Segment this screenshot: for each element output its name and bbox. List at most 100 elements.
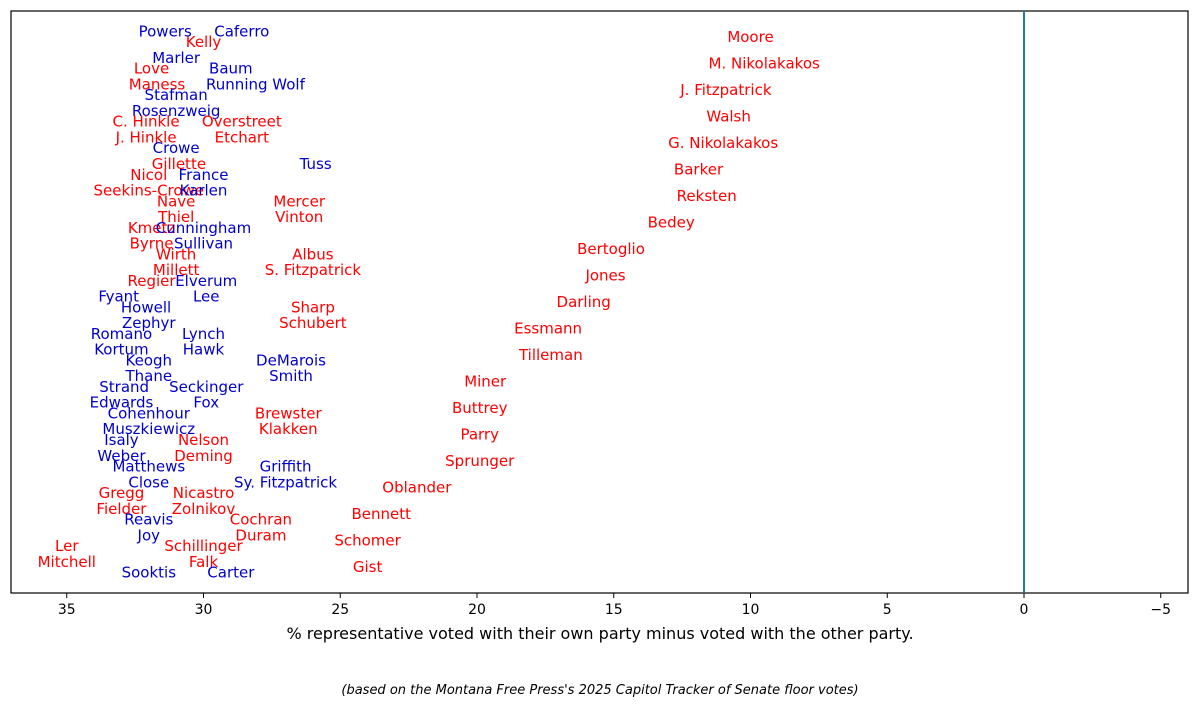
point-label-gregg: Gregg <box>99 484 145 502</box>
point-label-regier: Regier <box>128 272 177 290</box>
point-label-carter: Carter <box>207 563 255 581</box>
point-label-parry: Parry <box>460 426 499 444</box>
point-label-moore: Moore <box>727 28 773 46</box>
point-label-cunningham: Cunningham <box>156 219 252 237</box>
point-label-fielder: Fielder <box>96 500 147 518</box>
point-label-nicol: Nicol <box>130 166 167 184</box>
point-label-sy-fitzpatrick: Sy. Fitzpatrick <box>234 473 337 491</box>
point-label-zephyr: Zephyr <box>122 314 176 332</box>
x-tick-label: 15 <box>605 602 623 618</box>
point-label-running-wolf: Running Wolf <box>206 76 306 94</box>
point-label-seekins-crowe: Seekins-Crowe <box>94 182 205 200</box>
point-label-demarois: DeMarois <box>256 351 326 369</box>
point-label-love: Love <box>134 60 169 78</box>
point-label-wirth: Wirth <box>156 245 196 263</box>
x-tick-label: 25 <box>331 602 349 618</box>
point-label-nelson: Nelson <box>178 431 229 449</box>
point-label-kortum: Kortum <box>94 341 148 359</box>
point-label-mercer: Mercer <box>273 192 325 210</box>
x-tick-label: 0 <box>1020 602 1029 618</box>
point-label-nave: Nave <box>157 192 196 210</box>
point-label-etchart: Etchart <box>215 129 269 147</box>
point-label-griffith: Griffith <box>260 457 312 475</box>
point-label-essmann: Essmann <box>514 320 582 338</box>
point-label-isaly: Isaly <box>104 431 139 449</box>
point-label-seckinger: Seckinger <box>169 378 244 396</box>
point-label-m-nikolakakos: M. Nikolakakos <box>709 54 820 72</box>
plot-frame <box>10 10 1189 594</box>
x-axis-ticks: 35 30 25 20 15 10 5 0 −5 <box>58 593 1171 618</box>
point-label-bedey: Bedey <box>648 213 695 231</box>
point-label-walsh: Walsh <box>706 107 751 125</box>
point-label-hawk: Hawk <box>183 341 225 359</box>
point-label-tuss: Tuss <box>299 155 332 173</box>
point-label-vinton: Vinton <box>275 208 323 226</box>
point-label-rosenzweig: Rosenzweig <box>132 102 221 120</box>
point-label-reavis: Reavis <box>124 510 173 528</box>
point-label-ler: Ler <box>55 537 79 555</box>
point-label-strand: Strand <box>99 378 149 396</box>
point-label-gillette: Gillette <box>152 155 206 173</box>
point-label-schillinger: Schillinger <box>164 537 243 555</box>
point-label-nicastro: Nicastro <box>173 484 235 502</box>
point-label-j-fitzpatrick: J. Fitzpatrick <box>679 81 772 99</box>
point-label-muszkiewicz: Muszkiewicz <box>102 420 195 438</box>
point-label-schubert: Schubert <box>279 314 347 332</box>
point-label-elverum: Elverum <box>175 272 237 290</box>
point-label-deming: Deming <box>174 447 233 465</box>
point-label-sharp: Sharp <box>291 298 335 316</box>
point-label-crowe: Crowe <box>153 139 200 157</box>
point-label-fox: Fox <box>193 394 219 412</box>
point-label-close: Close <box>128 473 169 491</box>
point-label-lee: Lee <box>193 288 220 306</box>
point-label-joy: Joy <box>137 526 161 544</box>
point-label-weber: Weber <box>97 447 146 465</box>
point-label-jones: Jones <box>584 266 625 284</box>
point-label-keogh: Keogh <box>126 351 173 369</box>
point-label-klakken: Klakken <box>259 420 318 438</box>
point-label-barker: Barker <box>674 160 724 178</box>
point-label-caferro: Caferro <box>214 23 269 41</box>
point-label-karlen: Karlen <box>180 182 228 200</box>
point-label-cochran: Cochran <box>230 510 292 528</box>
point-label-howell: Howell <box>121 298 171 316</box>
point-label-duram: Duram <box>235 526 286 544</box>
point-label-edwards: Edwards <box>90 394 154 412</box>
point-label-oblander: Oblander <box>382 479 452 497</box>
point-label-overstreet: Overstreet <box>202 113 282 131</box>
point-label-cohenhour: Cohenhour <box>108 404 191 422</box>
point-label-g-nikolakakos: G. Nikolakakos <box>668 134 778 152</box>
point-label-kmetz: Kmetz <box>128 219 176 237</box>
x-axis-title: % representative voted with their own pa… <box>286 624 913 643</box>
point-label-buttrey: Buttrey <box>452 399 508 417</box>
x-tick-label: −5 <box>1150 602 1171 618</box>
point-label-france: France <box>179 166 229 184</box>
point-label-kelly: Kelly <box>186 33 222 51</box>
point-label-tilleman: Tilleman <box>518 346 583 364</box>
point-label-marler: Marler <box>152 49 201 67</box>
point-label-bennett: Bennett <box>352 505 412 523</box>
point-label-lynch: Lynch <box>182 325 225 343</box>
point-label-stafman: Stafman <box>145 86 208 104</box>
point-label-s-fitzpatrick: S. Fitzpatrick <box>265 261 362 279</box>
point-label-reksten: Reksten <box>677 187 737 205</box>
x-tick-label: 20 <box>468 602 486 618</box>
point-label-fyant: Fyant <box>98 288 139 306</box>
point-label-sprunger: Sprunger <box>445 452 515 470</box>
point-label-powers: Powers <box>139 23 192 41</box>
point-label-zolnikov: Zolnikov <box>172 500 236 518</box>
point-label-miner: Miner <box>464 373 507 391</box>
point-label-romano: Romano <box>91 325 152 343</box>
point-label-j-hinkle: J. Hinkle <box>115 129 177 147</box>
point-label-sullivan: Sullivan <box>174 235 233 253</box>
point-label-mitchell: Mitchell <box>38 553 96 571</box>
point-label-gist: Gist <box>353 558 383 576</box>
point-label-matthews: Matthews <box>112 457 185 475</box>
x-tick-label: 30 <box>195 602 213 618</box>
point-label-byrne: Byrne <box>130 235 174 253</box>
x-tick-label: 5 <box>883 602 892 618</box>
point-label-maness: Maness <box>129 76 186 94</box>
point-label-sooktis: Sooktis <box>122 563 177 581</box>
